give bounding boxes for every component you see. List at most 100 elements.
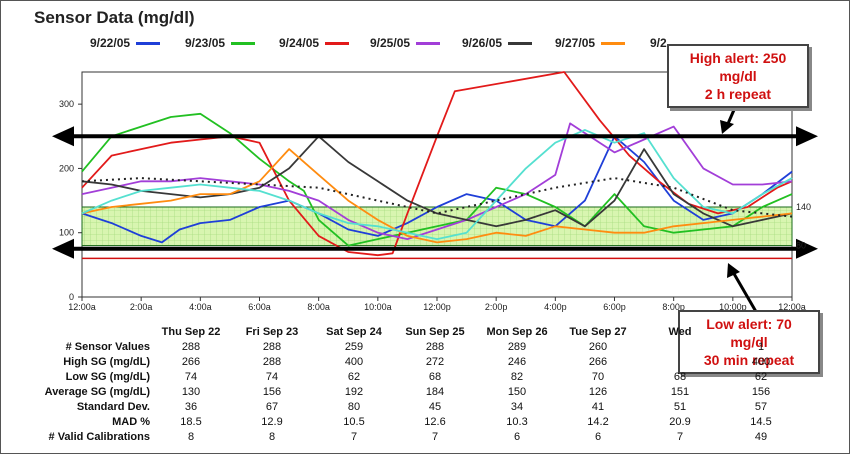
low-alert-repeat: 30 min repeat — [703, 352, 795, 368]
legend-item: 9/23/05 — [185, 36, 256, 50]
series-line — [81, 71, 793, 257]
legend-swatch — [601, 42, 626, 46]
legend-label: 9/24/05 — [279, 36, 320, 50]
series-line — [81, 135, 793, 228]
threshold-arrow-right — [796, 238, 818, 259]
stats-cell: 156 — [751, 386, 771, 398]
stats-cell: 246 — [507, 356, 527, 368]
x-tick-label: 12:00a — [778, 302, 806, 312]
stats-cell: 150 — [507, 386, 527, 398]
x-tick-label: 2:00a — [130, 302, 153, 312]
x-tick-label: 2:00p — [485, 302, 508, 312]
stats-column-header: Wed — [668, 326, 692, 338]
stats-row: # Sensor Values 288 288 259 288 289 260 1 — [0, 341, 850, 356]
stats-cell: 1 — [757, 341, 765, 353]
stats-column-header: Thu Sep 22 — [161, 326, 221, 338]
x-tick-label: 12:00a — [68, 302, 96, 312]
legend-item: 9/2 — [650, 36, 667, 50]
series-line — [81, 129, 793, 240]
stats-cell: 130 — [181, 386, 201, 398]
stats-cell: 70 — [591, 371, 605, 383]
stats-cell: 156 — [262, 386, 282, 398]
legend-item: 9/22/05 — [90, 36, 161, 50]
legend-swatch — [508, 42, 533, 46]
stats-cell: 18.5 — [180, 416, 202, 428]
series-line — [81, 122, 793, 240]
stats-cell: 51 — [673, 401, 687, 413]
high-alert-repeat: 2 h repeat — [704, 86, 772, 102]
stats-cell: 8 — [268, 431, 276, 443]
stats-row-label: Average SG (mg/dL) — [44, 386, 150, 398]
stats-row-label: MAD % — [112, 416, 150, 428]
stats-cell: 126 — [588, 386, 608, 398]
low-alert-callout: Low alert: 70 mg/dl 30 min repeat — [678, 310, 820, 374]
legend-item: 9/25/05 — [370, 36, 441, 50]
stats-row-label: Low SG (mg/dL) — [65, 371, 150, 383]
stats-cell: 62 — [754, 371, 768, 383]
sensor-chart: 0 100 200 300 12:00a 2:00a 4:00a 6:00a 8:00a 10:0… — [52, 71, 818, 323]
stats-row: MAD % 18.5 12.9 10.5 12.6 10.3 14.2 20.9 14.5 — [0, 416, 850, 431]
stats-cell: 8 — [187, 431, 195, 443]
high-callout-arrowhead — [720, 120, 734, 134]
x-tick-label: 12:00p — [423, 302, 451, 312]
high-alert-label: High alert: 250 mg/dl — [689, 50, 787, 84]
stats-cell: 68 — [673, 371, 687, 383]
stats-cell: 49 — [754, 431, 768, 443]
high-alert-callout: High alert: 250 mg/dl 2 h repeat — [667, 44, 809, 108]
stats-cell: 151 — [670, 386, 690, 398]
stats-cell: 184 — [425, 386, 445, 398]
stats-cell: 7 — [431, 431, 439, 443]
legend-label: 9/23/05 — [185, 36, 226, 50]
stats-column-header: Sat Sep 24 — [326, 326, 382, 338]
stats-cell: 67 — [265, 401, 279, 413]
stats-cell: 14.2 — [587, 416, 609, 428]
legend-item: 9/26/05 — [462, 36, 533, 50]
legend-swatch — [325, 42, 350, 46]
x-tick-label: 10:00p — [719, 302, 747, 312]
x-tick-label: 6:00a — [248, 302, 271, 312]
stats-cell: 45 — [428, 401, 442, 413]
stats-cell: 6 — [513, 431, 521, 443]
stats-cell: 74 — [265, 371, 279, 383]
legend-label: 9/2 — [650, 36, 667, 50]
stats-column-header: Mon Sep 26 — [486, 326, 548, 338]
stats-row: Standard Dev. 36 67 80 45 34 41 51 57 — [0, 401, 850, 416]
low-callout-arrowhead — [727, 263, 740, 278]
x-tick-label: 4:00p — [544, 302, 567, 312]
stats-cell: 400 — [344, 356, 364, 368]
y-tick-label: 200 — [59, 163, 74, 173]
stats-row: Average SG (mg/dL) 130 156 192 184 150 126 151 1… — [0, 386, 850, 401]
stats-cell: 10.3 — [506, 416, 528, 428]
stats-cell: 36 — [184, 401, 198, 413]
chart-title: Sensor Data (mg/dl) — [34, 8, 195, 27]
stats-row: # Valid Calibrations 8 8 7 7 6 6 7 49 — [0, 431, 850, 446]
stats-cell: 260 — [588, 341, 608, 353]
stats-cell: 12.6 — [424, 416, 446, 428]
stats-cell: 14.5 — [750, 416, 772, 428]
stats-cell: 82 — [510, 371, 524, 383]
x-tick-label: 6:00p — [603, 302, 626, 312]
stats-row-label: # Valid Calibrations — [48, 431, 150, 443]
legend-swatch — [416, 42, 441, 46]
stats-cell: 80 — [347, 401, 361, 413]
stats-cell: 288 — [262, 356, 282, 368]
y-tick-label: 300 — [59, 99, 74, 109]
stats-cell: 192 — [344, 386, 364, 398]
stats-row-label: High SG (mg/dL) — [63, 356, 150, 368]
series-line — [81, 135, 793, 244]
stats-column-header: Sun Sep 25 — [405, 326, 465, 338]
legend-label: 9/25/05 — [370, 36, 411, 50]
stats-row: High SG (mg/dL) 266 288 400 272 246 266 400 — [0, 356, 850, 371]
stats-cell: 10.5 — [343, 416, 365, 428]
stats-cell: 288 — [425, 341, 445, 353]
stats-cell: 74 — [184, 371, 198, 383]
stats-cell: 7 — [350, 431, 358, 443]
stats-header-row: Thu Sep 22 Fri Sep 23 Sat Sep 24 Sun Sep 25… — [0, 326, 850, 341]
stats-cell: 259 — [344, 341, 364, 353]
stats-cell: 7 — [676, 431, 684, 443]
stats-cell: 12.9 — [261, 416, 283, 428]
threshold-arrow-right — [796, 126, 818, 147]
series-line — [81, 112, 793, 247]
legend-label: 9/27/05 — [555, 36, 596, 50]
stats-cell: 57 — [754, 401, 768, 413]
